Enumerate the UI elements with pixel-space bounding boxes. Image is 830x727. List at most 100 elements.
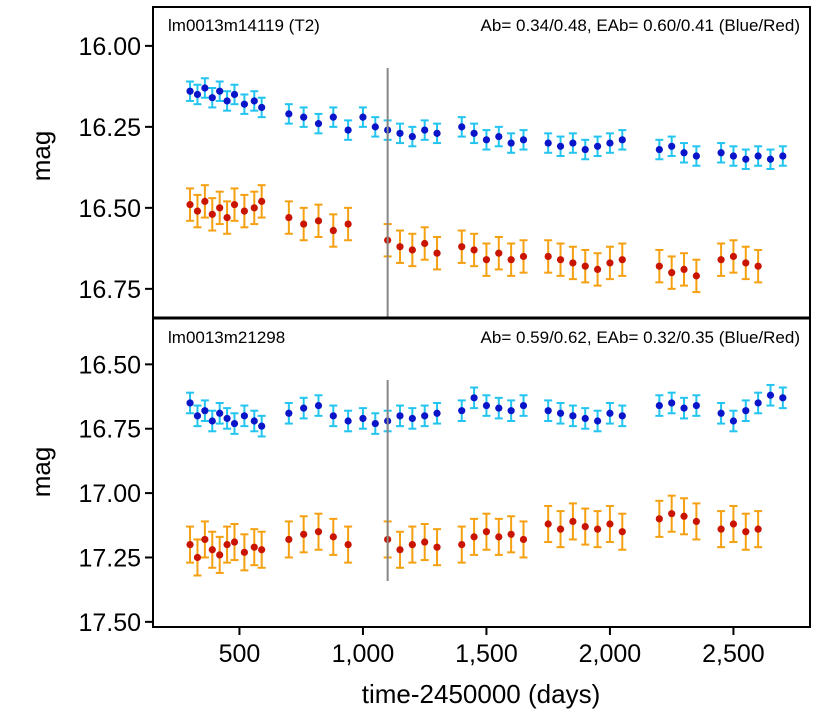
red-data-point xyxy=(216,551,224,559)
blue-data-point xyxy=(507,407,515,415)
red-data-point xyxy=(433,543,441,551)
red-data-point xyxy=(300,220,308,228)
blue-data-point xyxy=(742,155,750,163)
x-axis-label: time-2450000 (days) xyxy=(362,679,600,709)
red-data-point xyxy=(314,217,323,225)
bottom-panel-y-ticks: 16.50 16.75 17.00 17.25 17.50 xyxy=(78,351,153,637)
top-panel-points xyxy=(186,84,787,280)
blue-data-point xyxy=(258,422,266,430)
blue-data-point xyxy=(717,149,725,157)
blue-data-point xyxy=(208,417,216,425)
blue-data-point xyxy=(470,129,478,137)
blue-data-point xyxy=(482,401,491,410)
blue-data-point xyxy=(396,412,404,420)
blue-data-point xyxy=(216,409,224,417)
blue-data-point xyxy=(458,407,466,415)
red-data-point xyxy=(396,243,404,251)
red-data-point xyxy=(655,262,663,270)
blue-data-point xyxy=(655,401,663,410)
blue-data-point xyxy=(250,97,258,105)
red-data-point xyxy=(240,548,248,556)
blue-data-point xyxy=(300,404,308,412)
red-data-point xyxy=(507,256,515,264)
red-data-point xyxy=(329,226,337,235)
red-data-point xyxy=(692,272,700,280)
blue-data-point xyxy=(408,132,416,141)
blue-data-point xyxy=(618,136,626,144)
red-data-point xyxy=(250,543,258,551)
blue-data-point xyxy=(581,414,589,423)
blue-data-point xyxy=(692,401,700,410)
blue-data-point xyxy=(668,142,676,150)
blue-data-point xyxy=(193,412,202,420)
y-tick-label: 16.25 xyxy=(78,114,141,142)
red-data-point xyxy=(258,546,266,554)
blue-data-point xyxy=(371,419,379,428)
red-data-point xyxy=(729,252,738,261)
blue-data-point xyxy=(606,139,614,147)
y-tick-label: 16.50 xyxy=(78,351,141,379)
red-data-point xyxy=(519,535,528,544)
red-data-point xyxy=(314,528,323,536)
blue-data-point xyxy=(359,414,367,423)
blue-data-point xyxy=(655,145,663,154)
blue-data-point xyxy=(230,90,239,99)
red-data-point xyxy=(396,546,404,554)
red-data-point xyxy=(458,541,466,549)
bottom-panel-annotation: Ab= 0.59/0.62, EAb= 0.32/0.35 (Blue/Red) xyxy=(481,328,800,347)
red-data-point xyxy=(717,256,725,264)
red-data-point xyxy=(606,259,614,267)
red-data-point xyxy=(300,530,308,538)
x-tick-label: 1,500 xyxy=(455,640,518,668)
blue-data-point xyxy=(329,113,337,121)
blue-data-point xyxy=(507,139,515,147)
blue-data-point xyxy=(344,126,352,134)
x-tick-label: 500 xyxy=(219,640,261,668)
blue-data-point xyxy=(329,412,337,420)
red-data-point xyxy=(717,525,725,533)
y-tick-label: 16.75 xyxy=(78,416,141,444)
red-data-point xyxy=(581,262,589,270)
red-data-point xyxy=(208,546,216,554)
blue-data-point xyxy=(766,155,775,163)
blue-data-point xyxy=(519,136,528,144)
red-data-point xyxy=(421,239,429,248)
red-data-point xyxy=(680,512,688,520)
red-data-point xyxy=(581,522,589,531)
blue-data-point xyxy=(754,152,762,160)
red-data-point xyxy=(186,201,194,209)
blue-data-point xyxy=(556,409,565,417)
red-data-point xyxy=(240,207,248,215)
blue-data-point xyxy=(396,129,404,137)
blue-data-point xyxy=(680,149,688,157)
red-data-point xyxy=(569,517,577,526)
top-panel-y-ticks: 16.00 16.25 16.50 16.75 xyxy=(78,33,153,304)
red-data-point xyxy=(458,243,466,251)
red-data-point xyxy=(729,520,738,528)
blue-data-point xyxy=(250,417,258,425)
blue-data-point xyxy=(495,132,503,141)
blue-data-point xyxy=(223,97,231,105)
top-panel: lm0013m14119 (T2) Ab= 0.34/0.48, EAb= 0.… xyxy=(26,16,800,318)
blue-data-point xyxy=(201,407,209,415)
y-tick-label: 16.50 xyxy=(78,195,141,223)
red-data-point xyxy=(593,525,602,533)
red-data-point xyxy=(470,246,478,254)
x-tick-label: 1,000 xyxy=(332,640,395,668)
blue-data-point xyxy=(618,412,626,420)
red-data-point xyxy=(470,533,478,541)
red-data-point xyxy=(495,533,503,541)
blue-data-point xyxy=(258,103,266,112)
blue-data-point xyxy=(668,399,676,407)
blue-data-point xyxy=(433,129,441,137)
blue-data-point xyxy=(495,404,503,412)
blue-data-point xyxy=(285,110,293,118)
red-data-point xyxy=(230,538,239,546)
y-tick-label: 16.00 xyxy=(78,33,141,61)
blue-data-point xyxy=(717,409,725,417)
red-data-point xyxy=(593,265,602,274)
red-data-point xyxy=(754,262,762,270)
red-data-point xyxy=(230,201,239,209)
y-tick-label: 17.50 xyxy=(78,609,141,637)
blue-data-point xyxy=(240,100,248,108)
